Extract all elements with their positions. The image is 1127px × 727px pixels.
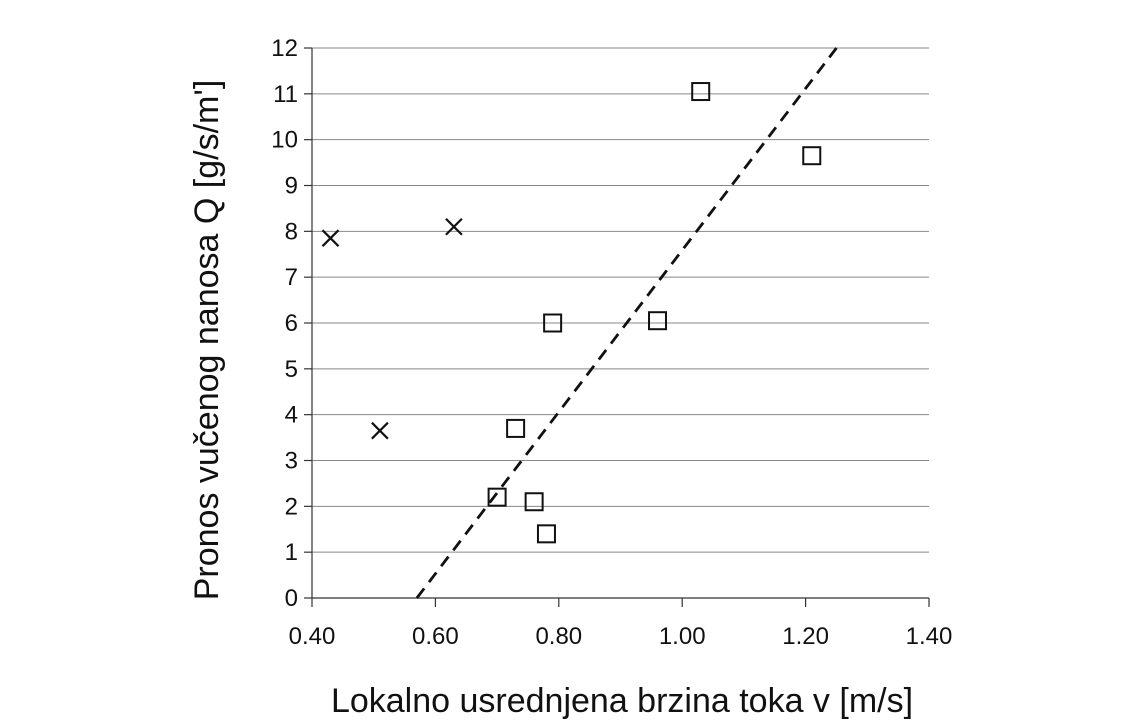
cross-stroke (371, 421, 389, 440)
cross-stroke (321, 229, 340, 247)
data-point-square (648, 311, 668, 331)
y-tick-label: 6 (285, 310, 298, 337)
x-tick-label: 0.40 (289, 623, 336, 650)
y-tick-label: 11 (273, 81, 298, 108)
data-point-square (536, 524, 556, 544)
cross-stroke (445, 217, 463, 236)
x-tick-label: 0.80 (535, 623, 582, 650)
marker-layer (321, 82, 822, 544)
x-axis-title: Lokalno usrednjena brzina toka v [m/s] (331, 682, 913, 720)
y-tick-label: 5 (285, 356, 298, 383)
data-point-square (543, 313, 563, 333)
y-tick-label: 12 (271, 35, 298, 62)
axis-layer (304, 47, 930, 607)
y-tick-label: 9 (285, 173, 298, 200)
x-tick-label: 1.40 (906, 623, 953, 650)
trend-layer (415, 47, 838, 599)
y-tick-label: 2 (285, 493, 298, 520)
y-tick-label: 7 (285, 264, 298, 291)
grid-layer (312, 47, 929, 599)
x-tick-label: 1.20 (782, 623, 829, 650)
data-point-cross (321, 229, 340, 247)
y-tick-label: 3 (285, 448, 298, 475)
y-tick-label: 4 (285, 402, 298, 429)
y-tick-label: 10 (271, 127, 298, 154)
data-point-cross (445, 217, 463, 236)
trend-line (415, 47, 838, 599)
data-point-square (524, 492, 544, 512)
data-point-square (802, 146, 822, 166)
data-point-square (506, 418, 526, 438)
data-point-cross (371, 421, 389, 440)
x-tick-label: 0.60 (412, 623, 459, 650)
y-axis-title: Pronos vučenog nanosa Q [g/s/m'] (188, 80, 226, 601)
y-tick-label: 8 (285, 218, 298, 245)
x-tick-label: 1.00 (659, 623, 706, 650)
data-point-square (691, 82, 711, 102)
y-tick-label: 1 (285, 539, 298, 566)
data-point-square (487, 487, 507, 507)
y-tick-label: 0 (285, 585, 298, 612)
